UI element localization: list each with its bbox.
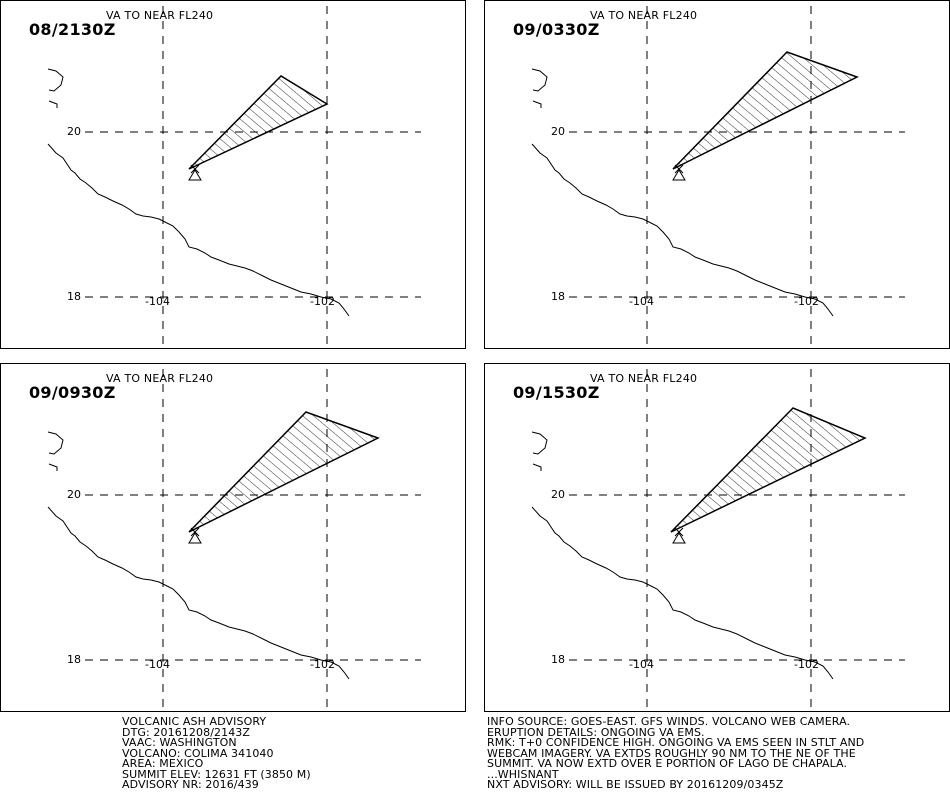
advisory-forecaster: ...WHISNANT [487, 767, 559, 781]
lat-label-20: 20 [551, 488, 565, 501]
advisory-vaac: VAAC: WASHINGTON [122, 736, 237, 749]
advisory-summit-elev: SUMMIT ELEV: 12631 FT (3850 M) [122, 767, 311, 781]
advisory-area: AREA: MEXICO [122, 757, 204, 770]
advisory-remarks-1: RMK: T+0 CONFIDENCE HIGH. ONGOING VA EMS… [487, 736, 865, 749]
island-outline-1 [531, 431, 548, 455]
panel-map [531, 369, 905, 709]
panel-map [531, 6, 905, 346]
volcano-icon [672, 164, 686, 181]
volcano-icon [188, 164, 202, 181]
panel-time: 08/2130Z [29, 20, 116, 39]
lon-label-102: -102 [310, 295, 335, 308]
ash-cloud-polygon [672, 51, 859, 170]
panel-title: VA TO NEAR FL240 [590, 372, 698, 385]
island-outline-2 [532, 100, 542, 108]
panel-time: 09/0930Z [29, 383, 116, 402]
panel-time: 09/1530Z [513, 383, 600, 402]
lat-label-20: 20 [67, 488, 81, 501]
advisory-title: VOLCANIC ASH ADVISORY [122, 715, 267, 728]
coastline [531, 143, 834, 317]
lat-label-18: 18 [551, 653, 565, 666]
advisory-volcano: VOLCANO: COLIMA 341040 [122, 746, 274, 760]
lon-label-104: -104 [629, 658, 654, 671]
coastline [531, 506, 834, 680]
ash-cloud-polygon [188, 411, 380, 533]
advisory-number: ADVISORY NR: 2016/439 [122, 778, 259, 791]
forecast-panel-3: VA TO NEAR FL240 09/0930Z 20 18 -104 -10… [0, 363, 466, 712]
island-outline-2 [48, 100, 58, 108]
lat-label-20: 20 [551, 125, 565, 138]
lon-label-102: -102 [794, 658, 819, 671]
lat-label-18: 18 [67, 653, 81, 666]
ash-cloud-polygon [188, 75, 329, 170]
lat-label-18: 18 [67, 290, 81, 303]
panel-map [47, 369, 421, 709]
forecast-panel-2: VA TO NEAR FL240 09/0330Z 20 18 -104 -10… [484, 0, 950, 349]
lon-label-104: -104 [629, 295, 654, 308]
island-outline-1 [47, 68, 64, 92]
coastline [47, 143, 350, 317]
ash-cloud-polygon [670, 407, 867, 533]
lat-label-20: 20 [67, 125, 81, 138]
volcano-icon [672, 527, 686, 544]
lat-label-18: 18 [551, 290, 565, 303]
lon-label-102: -102 [794, 295, 819, 308]
panel-map [47, 6, 421, 346]
forecast-panel-4: VA TO NEAR FL240 09/1530Z 20 18 -104 -10… [484, 363, 950, 712]
advisory-remarks-3: SUMMIT. VA NOW EXTD OVER E PORTION OF LA… [487, 757, 848, 770]
island-outline-1 [47, 431, 64, 455]
lon-label-102: -102 [310, 658, 335, 671]
advisory-dtg: DTG: 20161208/2143Z [122, 725, 251, 739]
island-outline-1 [531, 68, 548, 92]
advisory-info-left: VOLCANIC ASH ADVISORY DTG: 20161208/2143… [122, 715, 311, 791]
lon-label-104: -104 [145, 295, 170, 308]
panel-title: VA TO NEAR FL240 [106, 9, 214, 22]
panel-time: 09/0330Z [513, 20, 600, 39]
forecast-panel-1: VA TO NEAR FL240 08/2130Z 20 18 -104 -10… [0, 0, 466, 349]
advisory-eruption-details: ERUPTION DETAILS: ONGOING VA EMS. [487, 725, 705, 739]
coastline [47, 506, 350, 680]
advisory-info-right: INFO SOURCE: GOES-EAST. GFS WINDS. VOLCA… [487, 715, 865, 791]
advisory-next: NXT ADVISORY: WILL BE ISSUED BY 20161209… [487, 778, 784, 791]
island-outline-2 [48, 463, 58, 471]
lon-label-104: -104 [145, 658, 170, 671]
island-outline-2 [532, 463, 542, 471]
volcano-icon [188, 527, 202, 544]
panel-title: VA TO NEAR FL240 [106, 372, 214, 385]
panel-title: VA TO NEAR FL240 [590, 9, 698, 22]
advisory-info-source: INFO SOURCE: GOES-EAST. GFS WINDS. VOLCA… [487, 715, 851, 728]
advisory-remarks-2: WEBCAM IMAGERY. VA EXTDS ROUGHLY 90 NM T… [487, 746, 856, 760]
